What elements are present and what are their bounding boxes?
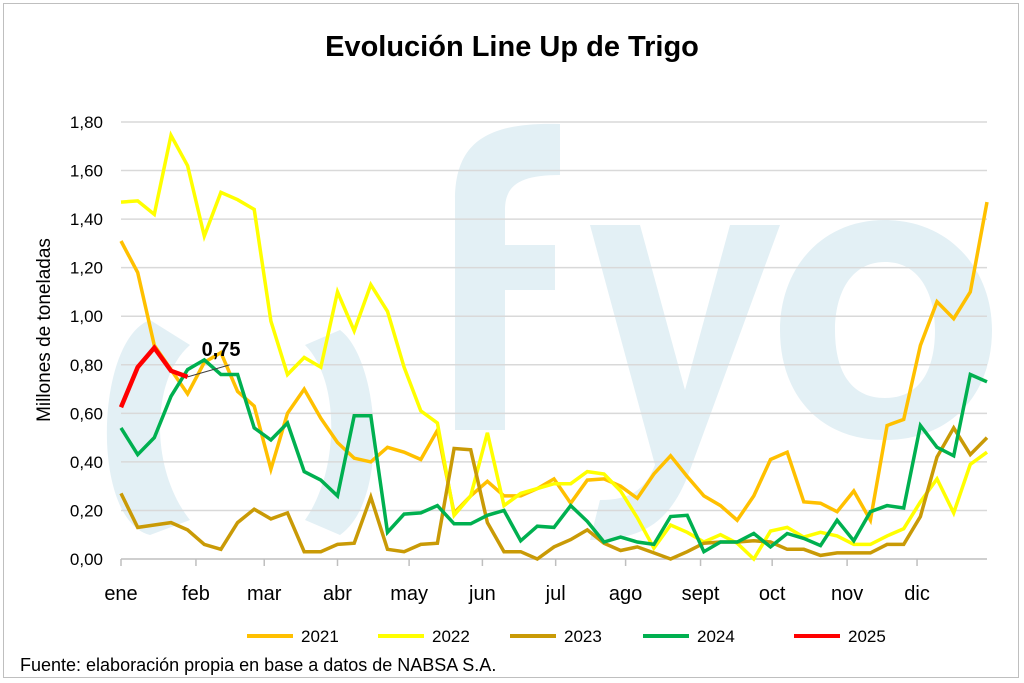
- series-line-2021: [119, 201, 989, 526]
- legend-label: 2022: [432, 627, 470, 646]
- x-tick-label: mar: [247, 583, 282, 605]
- y-tick-label: 0,80: [70, 356, 103, 375]
- data-label-leader: [187, 364, 230, 378]
- y-axis-label: Millones de toneladas: [34, 238, 55, 422]
- y-tick-label: 1,20: [70, 259, 103, 278]
- x-tick-label: ene: [104, 583, 137, 605]
- watermark-arc-left: [106, 320, 190, 535]
- legend-label: 2023: [564, 627, 602, 646]
- x-tick-label: dic: [904, 583, 930, 605]
- x-tick-label: nov: [831, 583, 863, 605]
- series-line-2025: [118, 344, 189, 409]
- series-line-2023: [119, 424, 989, 562]
- y-tick-label: 1,40: [70, 210, 103, 229]
- watermark-letter-o: [780, 220, 992, 440]
- y-tick-label: 1,00: [70, 307, 103, 326]
- x-tick-label: jun: [468, 583, 496, 605]
- legend-label: 2025: [848, 627, 886, 646]
- data-label: 0,75: [202, 339, 241, 361]
- watermark-arc-mid: [305, 330, 374, 535]
- y-tick-label: 0,40: [70, 453, 103, 472]
- y-tick-label: 0,00: [70, 550, 103, 569]
- x-tick-label: ago: [609, 583, 642, 605]
- legend-label: 2024: [697, 627, 735, 646]
- x-tick-label: abr: [323, 583, 352, 605]
- series-line-2022: [120, 130, 989, 562]
- x-tick-label: sept: [682, 583, 720, 605]
- x-tick-label: may: [390, 583, 428, 605]
- y-tick-label: 1,60: [70, 162, 103, 181]
- x-tick-label: jul: [545, 583, 566, 605]
- watermark-letter-y: [590, 225, 780, 540]
- source-note: Fuente: elaboración propia en base a dat…: [20, 655, 496, 675]
- chart-frame: [3, 3, 1019, 678]
- x-tick-label: feb: [182, 583, 210, 605]
- y-tick-label: 0,60: [70, 404, 103, 423]
- series-line-2024: [119, 357, 988, 555]
- y-tick-label: 0,20: [70, 501, 103, 520]
- legend-label: 2021: [301, 627, 339, 646]
- y-tick-label: 1,80: [70, 113, 103, 132]
- x-tick-label: oct: [759, 583, 786, 605]
- watermark-logo: [106, 123, 992, 540]
- watermark-letter-f: [455, 123, 560, 431]
- chart-title: Evolución Line Up de Trigo: [325, 31, 699, 63]
